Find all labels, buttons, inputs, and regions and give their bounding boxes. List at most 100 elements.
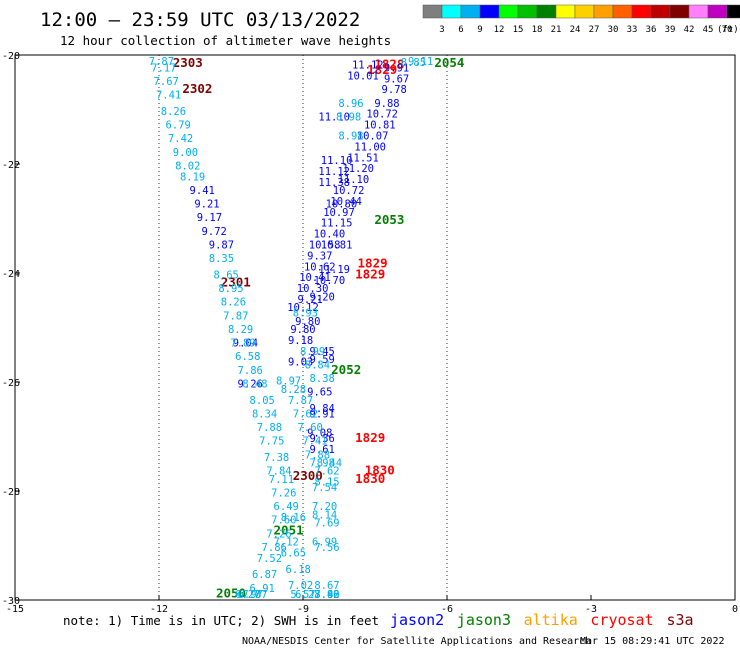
wave-height-point: 11.20 [342,163,374,175]
colorbar-swatch [726,4,740,19]
wave-height-point: 7.60 [271,515,296,527]
wave-height-point: 8.85 [401,57,426,69]
wave-height-point: 6.23 [295,589,320,601]
wave-height-point: 8.16 [281,512,306,524]
x-tick-label: -12 [150,604,168,615]
wave-height-point: 10.72 [366,109,398,121]
x-tick-label: -6 [441,604,453,615]
wave-height-point: 9.11 [408,56,433,68]
wave-height-point: 8.29 [228,324,253,336]
y-tick-label: -20 [2,51,20,62]
wave-height-point: 6.97 [238,589,263,601]
wave-height-point: 10.62 [304,261,336,273]
wave-height-point: 11.19 [318,264,350,276]
wave-height-point: 9.21 [298,294,323,306]
wave-height-point: 7.88 [257,422,282,434]
wave-height-point: 10.97 [323,207,355,219]
wave-height-point: 7.62 [293,408,318,420]
wave-height-point: 8.98 [336,111,361,123]
wave-height-point: 11.10 [321,155,353,167]
grid-lines [158,55,448,600]
wave-height-point: 5.57 [290,589,315,601]
chart-subtitle: 12 hour collection of altimeter wave hei… [60,33,391,48]
wave-height-point: 10.58 [309,239,341,251]
colorbar-swatch [460,4,481,19]
colorbar-label: 9 [477,25,482,35]
wave-height-point: 8.28 [281,384,306,396]
wave-height-point: 8.40 [314,589,339,601]
colorbar-swatch [479,4,500,19]
wave-height-point: 9.26 [238,378,263,390]
time-label: 2054 [434,55,464,70]
colorbar-label: 6 [458,25,463,35]
wave-height-point: 8.44 [317,457,342,469]
chart-title: 12:00 — 23:59 UTC 03/13/2022 [40,9,360,31]
wave-height-point: 10.72 [333,185,365,197]
footer-timestamp: Mar 15 08:29:41 UTC 2022 [580,636,725,647]
wave-height-point: 6.18 [286,564,311,576]
satellite-legend-jason3: jason3 [457,611,511,629]
colorbar-swatch [612,4,633,19]
wave-height-point: 6.99 [312,537,337,549]
wave-height-point: 9.65 [307,387,332,399]
colorbar-label: 27 [589,25,600,35]
wave-height-point: 6.87 [252,569,277,581]
wave-height-point: 11.10 [338,174,370,186]
wave-height-point: 7.12 [274,537,299,549]
colorbar-unit: (ft) [717,25,739,35]
wave-height-point: 6.79 [166,120,191,132]
wave-height-point: 7.62 [314,466,339,478]
plot-area: -15 -12 -9 -6 -3 0-20-22-24-26-28-30 23032302… [2,51,738,615]
satellite-legend-jason2: jason2 [390,611,444,629]
wave-height-point: 9.41 [190,185,215,197]
footer-note: note: 1) Time is in UTC; 2) SWH is in fe… [63,613,379,628]
wave-height-point: 10.40 [314,229,346,241]
wave-height-point: 10.81 [364,120,396,132]
wave-height-point: 7.52 [257,553,282,565]
wave-height-points: 9.919.679.789.8810.7210.8110.0711.0011.5… [149,56,433,601]
wave-height-point: 8.35 [209,253,234,265]
wave-height-point: 10.30 [297,283,329,295]
colorbar-swatch [422,4,443,19]
satellite-legend: jason2 jason3 altika cryosat s3a [390,611,694,629]
wave-height-point: 8.05 [250,395,275,407]
colorbar-label: 3 [439,25,444,35]
wave-height-point: 11.00 [354,141,386,153]
colorbar-label: 15 [513,25,524,35]
wave-height-point: 7.87 [288,395,313,407]
wave-height-point: 8.14 [312,509,337,521]
wave-height-point: 9.21 [194,199,219,211]
wave-height-point: 7.41 [302,436,327,448]
time-labels: 2303 2302 2301 2300 2050 2051 2052 2053 2054 1828… [173,55,465,600]
wave-height-point: 7.02 [288,580,313,592]
colorbar-label: 45 [703,25,714,35]
wave-height-point: 9.18 [288,335,313,347]
wave-height-point: 7.87 [223,310,248,322]
wave-height-point: 11.10 [318,111,350,123]
y-tick-label: -28 [2,487,20,498]
colorbar-label: 42 [684,25,695,35]
wave-height-point: 9.84 [310,403,335,415]
time-label: 2050 [216,585,246,600]
time-label: 2301 [221,275,251,290]
wave-height-point: 7.88 [314,589,339,601]
wave-height-point: 9.17 [197,212,222,224]
wave-height-point: 10.80 [326,199,358,211]
time-label: 1829 [358,256,388,271]
wave-height-point: 9.08 [307,428,332,440]
wave-height-point: 7.60 [298,422,323,434]
colorbar-label: 30 [608,25,619,35]
wave-height-point: 8.84 [305,359,330,371]
wave-height-point: 9.91 [310,408,335,420]
wave-height-point: 7.26 [266,528,291,540]
time-label: 2051 [274,523,304,538]
wave-height-point: 7.92 [314,589,339,601]
wave-height-point: 9.87 [209,239,234,251]
wave-height-point: 7.86 [238,365,263,377]
colorbar-swatch [441,4,462,19]
wave-height-point: 8.93 [293,308,318,320]
wave-height-point: 9.45 [310,346,335,358]
wave-height-point: 7.84 [266,466,291,478]
wave-height-point: 11.51 [347,152,379,164]
